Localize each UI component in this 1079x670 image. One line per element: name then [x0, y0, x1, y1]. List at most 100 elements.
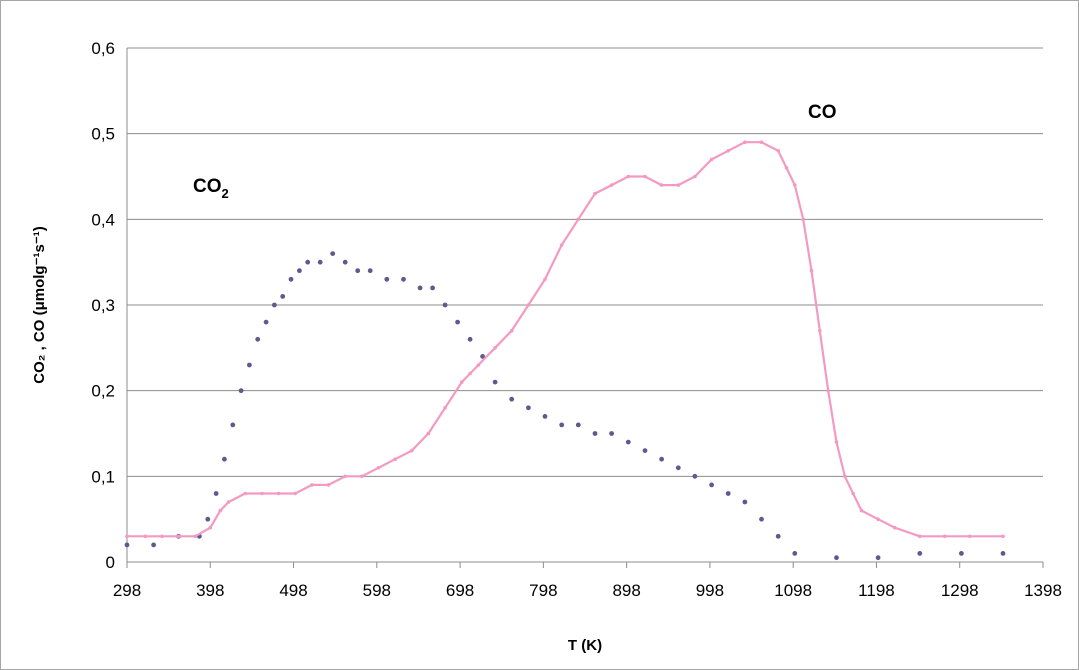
co-data-point	[509, 328, 514, 333]
x-tick-label: 698	[446, 581, 474, 600]
x-tick-label: 1198	[858, 581, 895, 600]
co2-data-point	[317, 259, 323, 265]
co-data-point	[460, 380, 464, 384]
co-data-point	[376, 466, 381, 470]
co-data-point	[193, 534, 198, 539]
co-data-point	[226, 500, 231, 504]
co-data-point	[809, 268, 814, 273]
co2-data-point	[659, 456, 664, 462]
co-data-point	[859, 508, 864, 513]
co2-data-point	[247, 362, 252, 368]
co-data-point	[676, 183, 681, 187]
co-data-point	[576, 217, 581, 222]
co-data-point	[918, 534, 922, 539]
co2-data-point	[297, 268, 302, 274]
co2-label-main: CO	[193, 176, 222, 197]
co-data-point	[759, 140, 764, 144]
co-data-point	[326, 483, 331, 487]
co-data-point	[893, 525, 897, 530]
co-data-point	[643, 174, 647, 179]
co2-data-point	[222, 456, 227, 462]
co2-data-point	[917, 551, 923, 556]
co-data-point	[609, 183, 614, 187]
y-tick-label: 0,5	[91, 125, 115, 144]
co2-data-point	[675, 465, 681, 471]
co2-data-point	[455, 319, 460, 325]
co2-data-point	[542, 414, 548, 419]
gridlines	[126, 47, 1044, 568]
y-tick-label: 0,4	[91, 210, 115, 229]
co-data-point	[851, 491, 855, 496]
co2-data-point	[759, 516, 764, 522]
co-data-point	[493, 346, 497, 350]
x-tick-label: 798	[529, 581, 557, 600]
co2-data-point	[417, 285, 423, 291]
x-tick-label: 1098	[774, 581, 812, 600]
co-data-point	[160, 534, 164, 539]
co2-data-point	[834, 555, 839, 561]
co-series-line	[127, 141, 1003, 538]
co-data-point	[743, 140, 747, 144]
x-tick-label: 898	[612, 581, 640, 600]
co2-data-point	[792, 551, 798, 556]
co2-data-point	[367, 268, 373, 274]
co-data-point	[426, 431, 431, 436]
co2-data-point	[642, 448, 648, 453]
co2-data-point	[151, 542, 157, 548]
co2-data-point	[280, 294, 286, 299]
x-tick-label: 1298	[941, 581, 979, 600]
co-data-point	[293, 491, 298, 496]
co2-data-point	[559, 422, 565, 428]
co-data-point	[709, 157, 714, 162]
x-axis-title: T (K)	[568, 637, 602, 654]
y-tick-label: 0,1	[91, 467, 115, 486]
co-data-point	[125, 534, 129, 539]
x-tick-label: 1398	[1024, 581, 1062, 600]
co2-data-point	[288, 276, 294, 282]
co-data-point	[559, 243, 564, 247]
co-data-point	[843, 474, 847, 479]
co2-data-point	[609, 431, 614, 436]
co2-data-point	[875, 555, 881, 561]
co-data-point	[543, 277, 547, 282]
co2-data-point	[725, 491, 731, 496]
co2-data-point	[355, 268, 361, 274]
y-axis-title: CO₂ , CO (μmolg⁻¹s⁻¹)	[31, 226, 48, 384]
co-data-point	[476, 363, 481, 367]
x-tick-label: 598	[363, 581, 391, 600]
co2-data-point	[467, 336, 473, 342]
plot-area	[124, 140, 1006, 561]
co2-data-point	[430, 285, 435, 291]
co2-data-point	[1000, 551, 1006, 556]
co2-data-point	[959, 551, 964, 556]
co2-data-point	[205, 516, 211, 522]
co-data-point	[834, 440, 839, 444]
y-tick-labels: 0 0,1 0,2 0,3 0,4 0,5 0,6	[91, 39, 115, 572]
x-tick-label: 998	[696, 581, 724, 600]
x-tick-labels: 298 398 498 598 698 798 898 998 1098 1198 1298 1398	[113, 581, 1062, 600]
co-data-point	[260, 491, 264, 496]
co2-data-point	[330, 251, 336, 256]
co-data-point	[468, 371, 472, 376]
co-data-point	[410, 448, 414, 453]
co2-data-point	[742, 499, 748, 505]
x-tick-label: 298	[113, 581, 141, 600]
co2-data-point	[305, 259, 311, 265]
co2-data-point	[255, 336, 261, 342]
co2-data-point	[625, 439, 631, 445]
co2-data-point	[480, 354, 485, 359]
co2-label-subscript: 2	[222, 186, 229, 201]
co-data-point	[726, 149, 730, 153]
co-data-point	[208, 525, 213, 530]
co-data-point	[693, 174, 697, 179]
co-data-point	[1001, 534, 1005, 539]
co-data-point	[143, 534, 148, 539]
co-data-point	[393, 457, 397, 462]
co2-data-point	[384, 276, 390, 282]
co2-data-point	[263, 319, 269, 325]
co2-data-point	[575, 422, 581, 428]
co2-data-point	[230, 422, 236, 428]
